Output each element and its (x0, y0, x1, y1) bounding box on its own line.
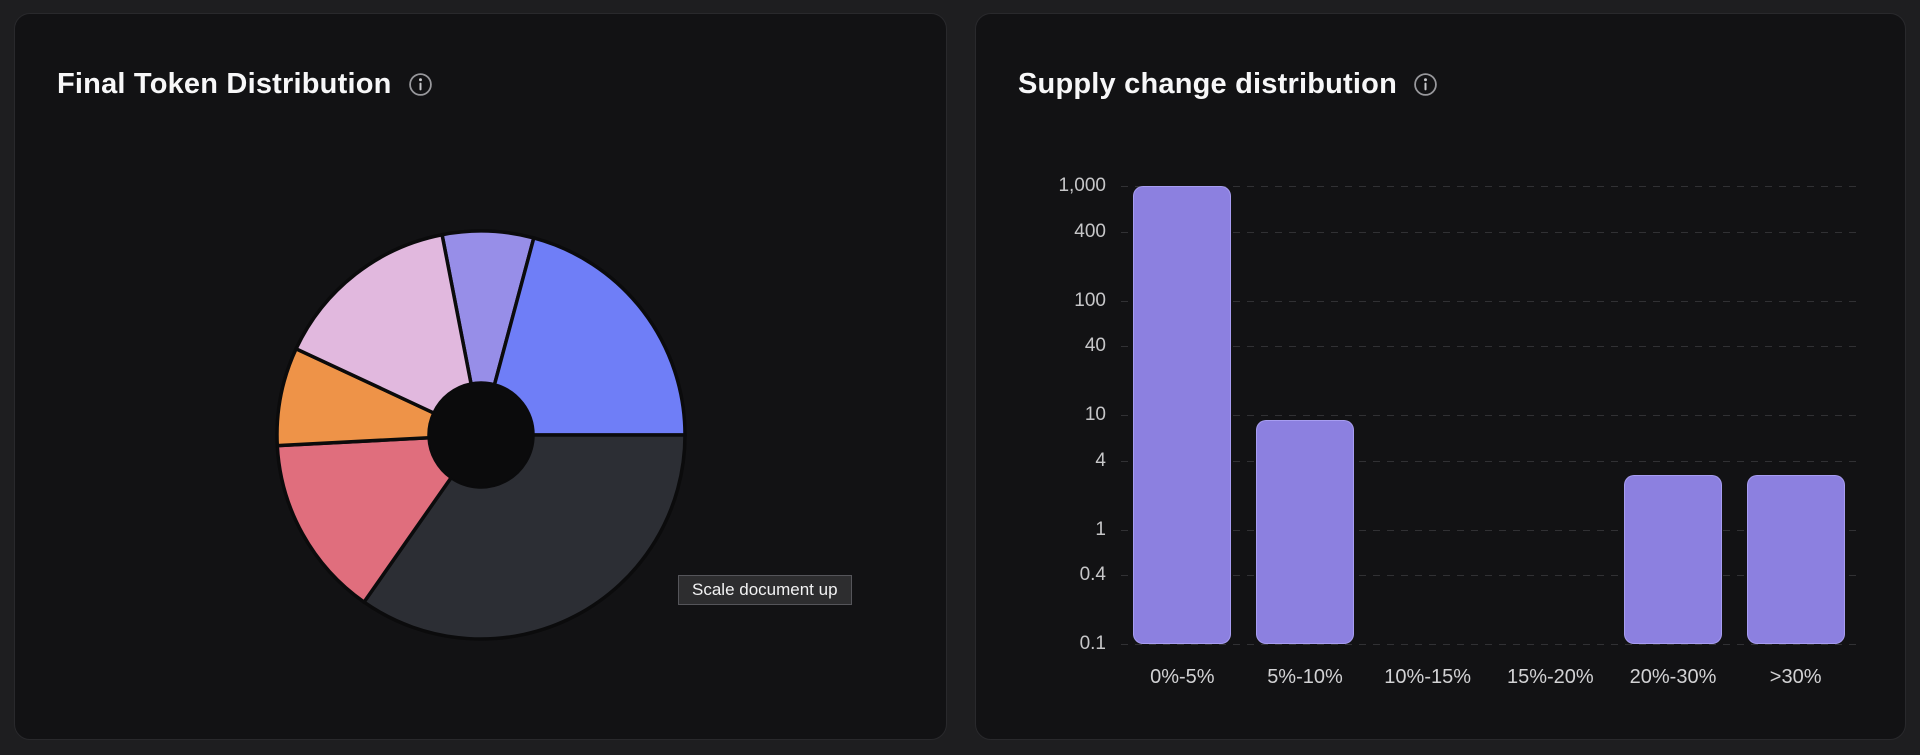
card-title-supply-change-distribution: Supply change distribution (1018, 68, 1397, 100)
y-axis-tick-label: 400 (1074, 220, 1106, 242)
gridline-400 (1121, 231, 1857, 233)
donut-chart[interactable] (15, 14, 947, 740)
gridline-1 (1121, 529, 1857, 531)
card-header: Supply change distribution (1018, 68, 1438, 100)
x-axis-label-5%-10%: 5%-10% (1267, 666, 1343, 688)
gridline-4 (1121, 460, 1857, 462)
x-axis-label-10%-15%: 10%-15% (1384, 666, 1472, 688)
gridline-10 (1121, 415, 1857, 416)
chart-tooltip: Scale document up (678, 575, 852, 605)
bar->30%[interactable] (1746, 474, 1845, 644)
gridline-0.4 (1121, 575, 1857, 577)
info-icon[interactable] (408, 72, 433, 97)
x-axis-label-20%-30%: 20%-30% (1629, 666, 1717, 688)
donut-chart-area: Scale document up (15, 14, 946, 739)
info-icon[interactable] (1413, 72, 1438, 97)
bar-5%-10%[interactable] (1256, 420, 1354, 644)
x-axis-label-15%-20%: 15%-20% (1506, 666, 1594, 688)
bar-0%-5%[interactable] (1133, 186, 1232, 644)
bar-20%-30%[interactable] (1624, 474, 1722, 644)
donut-hole (429, 383, 533, 487)
x-axis-label-0%-5%: 0%-5% (1150, 666, 1215, 688)
supply-change-distribution-card: Supply change distribution 1,000 400 100 40… (975, 13, 1906, 740)
card-title-final-token-distribution: Final Token Distribution (57, 68, 392, 100)
y-axis-tick-label: 4 (1095, 449, 1106, 471)
final-token-distribution-card: Final Token Distribution Scale document … (14, 13, 947, 740)
gridline-100 (1121, 300, 1857, 302)
gridline-40 (1121, 346, 1857, 348)
y-axis-tick-label: 1,000 (1058, 175, 1106, 196)
y-axis-tick-label: 0.1 (1079, 633, 1106, 654)
donut-segment-4[interactable] (275, 435, 454, 605)
x-axis-label->30%: >30% (1769, 666, 1822, 688)
y-axis-tick-label: 40 (1084, 335, 1106, 357)
y-axis-tick-label: 100 (1074, 289, 1106, 311)
y-axis-tick-label: 0.4 (1079, 564, 1106, 586)
gridline-0.1 (1121, 644, 1857, 645)
bar-chart: 1,000 400 100 40 10 4 1 0.4 0.1 0%-5% 5%-10% 10%-15… (976, 14, 1905, 739)
y-axis-tick-label: 1 (1095, 518, 1106, 540)
card-header: Final Token Distribution (57, 68, 433, 100)
y-axis-tick-label: 10 (1084, 404, 1106, 425)
gridline-1,000 (1121, 186, 1857, 187)
